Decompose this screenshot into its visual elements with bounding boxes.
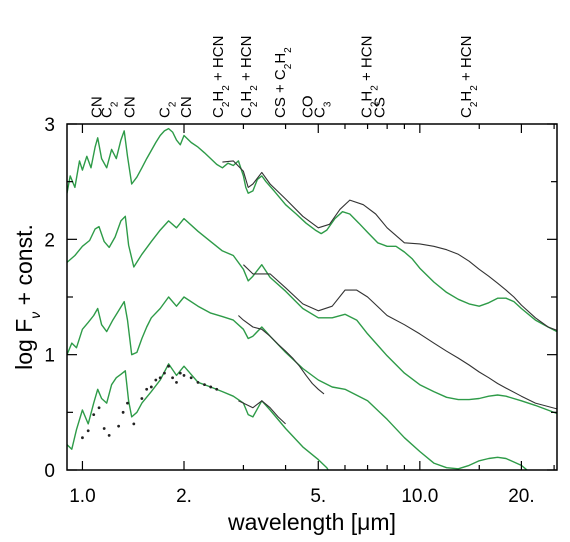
data-point xyxy=(97,406,101,410)
data-point xyxy=(117,424,121,428)
molecule-label: C2H2 + HCN xyxy=(359,36,381,118)
y-tick-label: 0 xyxy=(44,461,55,482)
y-tick-labels: 0 1 2 3 xyxy=(44,115,55,482)
series-layer xyxy=(67,127,557,470)
data-point xyxy=(154,378,158,382)
x-tick-label: 2. xyxy=(176,486,192,507)
data-point xyxy=(189,376,193,380)
data-point xyxy=(203,383,206,387)
observed-spectrum-line xyxy=(243,264,557,410)
data-point xyxy=(163,371,166,375)
observed-photometry-points xyxy=(81,364,219,440)
observed-spectrum-line xyxy=(238,400,286,425)
molecule-label: C2H2 + HCN xyxy=(210,36,232,118)
model-spectrum-line xyxy=(67,363,329,470)
data-point xyxy=(171,376,174,380)
molecule-label: CS + C2H2 xyxy=(272,47,294,118)
x-tick-label: 1.0 xyxy=(69,486,95,507)
plot-frame xyxy=(66,123,558,471)
molecule-label: C2 xyxy=(156,101,178,118)
data-point xyxy=(126,401,129,405)
data-point xyxy=(209,385,213,389)
data-point xyxy=(158,376,162,380)
molecule-label: CN xyxy=(88,96,105,118)
data-point xyxy=(178,371,182,375)
x-axis-label: wavelength [μm] xyxy=(227,509,396,535)
data-point xyxy=(175,380,178,384)
x-tick-labels: 1.0 2. 5. 10.0 20. xyxy=(69,486,534,507)
observed-spectrum-line xyxy=(222,160,557,331)
tick-marks xyxy=(67,123,557,471)
y-axis-label: log Fν + const. xyxy=(11,224,43,370)
x-tick-label: 10.0 xyxy=(401,486,438,507)
data-point xyxy=(140,397,144,400)
data-point xyxy=(86,429,90,433)
y-tick-label: 1 xyxy=(44,346,55,367)
data-point xyxy=(92,413,96,417)
molecule-label: C2 xyxy=(99,101,121,118)
molecule-label: C2H2 + HCN xyxy=(458,36,480,118)
data-point xyxy=(102,427,106,430)
data-point xyxy=(81,436,84,440)
model-spectrum-line xyxy=(67,215,557,415)
data-point xyxy=(215,387,219,391)
molecule-label: C2H2 + HCN xyxy=(238,36,259,118)
molecule-label: CN xyxy=(178,96,195,118)
x-tick-label: 5. xyxy=(310,486,326,507)
data-point xyxy=(107,434,111,437)
molecule-label: C3 xyxy=(312,101,334,118)
y-tick-label: 3 xyxy=(44,115,55,136)
x-tick-label: 20. xyxy=(508,486,534,507)
y-tick-label: 2 xyxy=(44,230,55,251)
observed-spectrum-line xyxy=(238,315,325,395)
model-spectrum-line xyxy=(67,296,529,470)
data-point xyxy=(132,422,136,426)
data-point xyxy=(196,380,200,384)
data-point xyxy=(167,364,170,368)
model-spectrum-line xyxy=(67,127,557,333)
data-point xyxy=(149,385,153,389)
data-point xyxy=(121,410,125,414)
data-point xyxy=(182,374,186,377)
molecule-label: CN xyxy=(122,96,139,118)
molecule-label: CO xyxy=(300,96,317,119)
data-point xyxy=(145,387,149,391)
molecule-label: CS xyxy=(372,97,389,118)
